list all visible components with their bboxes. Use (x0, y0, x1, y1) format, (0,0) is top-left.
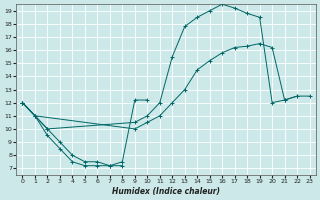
X-axis label: Humidex (Indice chaleur): Humidex (Indice chaleur) (112, 187, 220, 196)
